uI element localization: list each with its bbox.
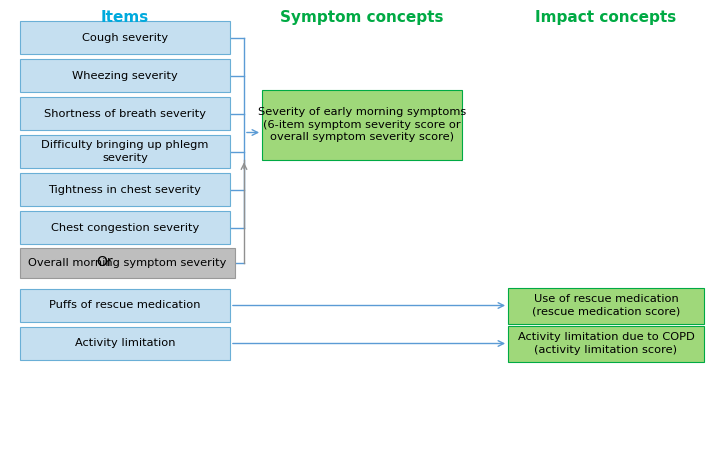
Text: Tightness in chest severity: Tightness in chest severity [49, 184, 201, 194]
FancyBboxPatch shape [508, 288, 704, 323]
FancyBboxPatch shape [20, 97, 230, 130]
FancyBboxPatch shape [20, 289, 230, 322]
Text: Items: Items [101, 9, 149, 25]
Text: Cough severity: Cough severity [82, 33, 168, 43]
FancyBboxPatch shape [20, 59, 230, 92]
Text: Chest congestion severity: Chest congestion severity [51, 222, 199, 233]
Text: Overall morning symptom severity: Overall morning symptom severity [29, 258, 227, 268]
Text: Severity of early morning symptoms
(6-item symptom severity score or
overall sym: Severity of early morning symptoms (6-it… [258, 107, 466, 142]
FancyBboxPatch shape [20, 21, 230, 54]
Text: Use of rescue medication
(rescue medication score): Use of rescue medication (rescue medicat… [532, 294, 680, 317]
Text: Or: Or [97, 255, 113, 269]
FancyBboxPatch shape [20, 248, 235, 278]
FancyBboxPatch shape [20, 211, 230, 244]
Text: Shortness of breath severity: Shortness of breath severity [44, 109, 206, 118]
Text: Impact concepts: Impact concepts [536, 9, 677, 25]
FancyBboxPatch shape [20, 173, 230, 206]
FancyBboxPatch shape [508, 326, 704, 362]
FancyBboxPatch shape [20, 135, 230, 168]
Text: Activity limitation due to COPD
(activity limitation score): Activity limitation due to COPD (activit… [518, 332, 695, 355]
FancyBboxPatch shape [20, 327, 230, 360]
Text: Wheezing severity: Wheezing severity [72, 71, 178, 81]
Text: Puffs of rescue medication: Puffs of rescue medication [49, 301, 200, 310]
Text: Difficulty bringing up phlegm
severity: Difficulty bringing up phlegm severity [42, 140, 208, 163]
FancyBboxPatch shape [262, 90, 462, 159]
Text: Symptom concepts: Symptom concepts [280, 9, 444, 25]
Text: Activity limitation: Activity limitation [74, 338, 175, 348]
